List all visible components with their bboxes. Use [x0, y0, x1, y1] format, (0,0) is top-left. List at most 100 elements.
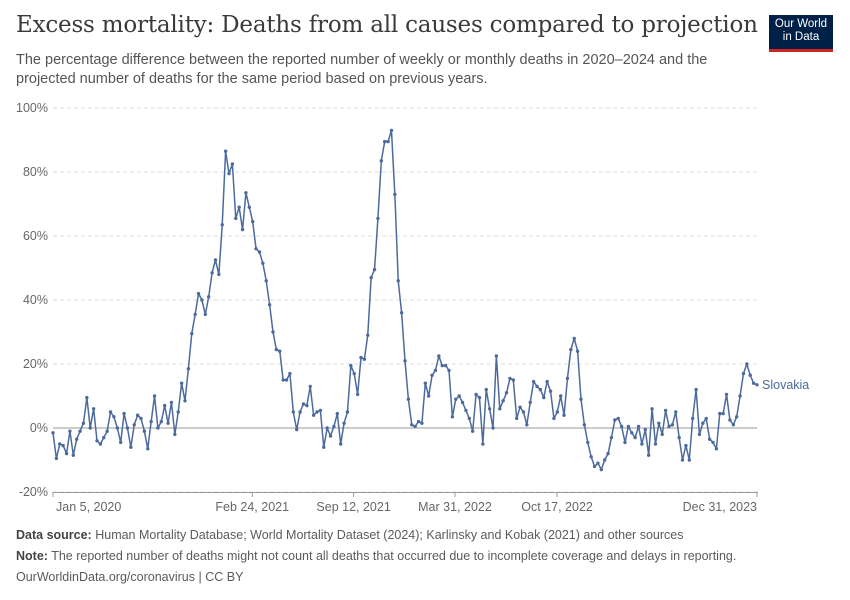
data-point — [237, 205, 241, 209]
data-point — [369, 275, 373, 280]
data-point — [196, 291, 201, 296]
y-tick-label: -20% — [19, 485, 48, 499]
data-point — [741, 371, 746, 376]
data-point — [51, 431, 55, 435]
data-point — [108, 410, 113, 414]
data-point — [518, 405, 522, 409]
x-tick-label: Dec 31, 2023 — [683, 500, 757, 514]
data-point — [504, 391, 509, 395]
data-point — [58, 442, 62, 446]
data-point — [81, 421, 86, 425]
data-point — [139, 416, 143, 421]
data-point — [78, 429, 82, 433]
data-point — [508, 376, 512, 381]
data-point — [261, 261, 265, 265]
data-point — [382, 139, 387, 144]
data-point — [501, 399, 505, 403]
data-point — [487, 407, 492, 411]
data-point — [234, 216, 238, 221]
data-point — [379, 159, 384, 163]
data-point — [399, 311, 404, 315]
data-point — [227, 171, 231, 176]
data-point — [85, 395, 89, 400]
data-point — [514, 416, 519, 421]
data-point — [640, 442, 644, 446]
data-point — [457, 394, 461, 398]
y-tick-label: 20% — [23, 357, 48, 371]
data-point — [98, 442, 103, 446]
data-point — [244, 191, 248, 195]
data-point — [413, 424, 417, 429]
data-point — [636, 424, 641, 429]
data-point — [558, 394, 563, 398]
y-tick-label: 40% — [23, 293, 48, 307]
data-point — [359, 355, 363, 360]
data-point — [416, 419, 421, 424]
credit-link[interactable]: OurWorldinData.org/coronavirus | CC BY — [16, 570, 244, 584]
note-footer: Note: The reported number of deaths migh… — [16, 549, 736, 563]
data-point — [230, 162, 235, 166]
line-chart: -20% 0% 20% 40% 60% 80% 100% Jan 5, 2020 Feb 24… — [16, 101, 809, 514]
data-point — [562, 413, 566, 417]
chart-subtitle: The percentage difference between the re… — [16, 52, 708, 87]
x-tick-label: Feb 24, 2021 — [215, 500, 289, 514]
data-point — [328, 434, 333, 438]
data-point — [223, 149, 228, 153]
data-point — [491, 426, 495, 430]
data-point — [599, 467, 604, 472]
data-point — [159, 419, 164, 424]
data-point — [190, 331, 194, 336]
data-point — [525, 423, 529, 427]
x-tick-label: Sep 12, 2021 — [316, 500, 390, 514]
data-point — [355, 392, 360, 397]
data-point — [149, 419, 153, 424]
data-point — [616, 416, 620, 421]
chart-title: Excess mortality: Deaths from all causes… — [16, 12, 758, 38]
data-point — [64, 451, 69, 456]
data-point — [135, 413, 140, 417]
data-point — [575, 349, 580, 353]
data-point — [728, 418, 732, 422]
data-point — [118, 440, 123, 445]
data-point — [748, 373, 752, 377]
data-point — [291, 410, 296, 414]
data-point — [54, 456, 59, 461]
data-point — [687, 458, 692, 462]
data-point — [694, 387, 698, 392]
data-point — [284, 378, 289, 382]
y-tick-label: 100% — [16, 101, 48, 115]
data-point — [213, 258, 218, 262]
data-point — [281, 378, 285, 382]
data-point — [332, 424, 336, 429]
data-point — [420, 421, 424, 425]
data-point — [460, 400, 465, 405]
data-point — [132, 423, 136, 427]
data-point — [450, 415, 455, 419]
data-point — [254, 247, 258, 251]
data-point — [91, 407, 96, 411]
data-point — [352, 371, 356, 376]
y-tick-label: 80% — [23, 165, 48, 179]
data-point — [298, 410, 302, 414]
data-point — [125, 426, 130, 430]
series-layer: Slovakia — [51, 128, 809, 472]
data-point — [183, 399, 187, 403]
data-point — [240, 227, 245, 232]
y-tick-label: 60% — [23, 229, 48, 243]
data-point — [129, 445, 133, 449]
data-point — [745, 362, 749, 366]
data-point — [71, 453, 76, 457]
data-point — [173, 432, 177, 437]
data-point — [738, 394, 742, 398]
data-point — [670, 423, 675, 427]
data-point — [528, 400, 532, 405]
data-point — [498, 407, 502, 411]
data-point — [389, 128, 394, 133]
data-point — [342, 421, 346, 425]
data-point — [74, 437, 79, 441]
data-point — [690, 416, 695, 421]
data-point — [565, 376, 570, 381]
data-point — [660, 432, 664, 437]
owid-logo[interactable]: Our World in Data — [769, 15, 833, 52]
data-point — [707, 437, 712, 441]
